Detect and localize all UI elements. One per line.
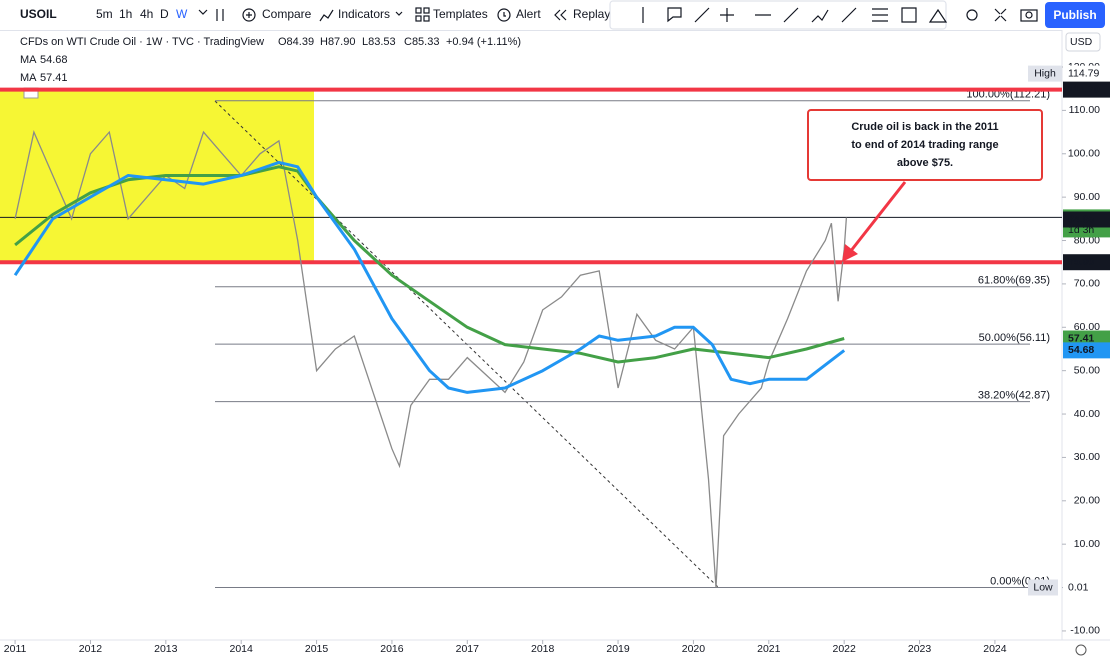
settings-icon	[1075, 644, 1087, 656]
annotation-text: to end of 2014 trading range	[851, 139, 998, 151]
low-value-bg	[1063, 579, 1110, 596]
y-tick-label: 100.00	[1068, 148, 1100, 160]
fib-label: 100.00%(112.21)	[966, 89, 1050, 101]
interval[interactable]: 4h	[140, 7, 154, 21]
x-tick-label: 2019	[606, 643, 630, 655]
high-value: 114.79	[1068, 67, 1099, 79]
ohlc-value: +0.94 (+1.11%)	[446, 36, 521, 48]
price-label: 84.85	[1068, 213, 1094, 225]
x-tick-label: 2024	[983, 643, 1007, 655]
y-tick-label: 110.00	[1069, 104, 1100, 116]
annotation-arrow	[848, 181, 907, 253]
x-tick-label: 2015	[305, 643, 329, 655]
high-value-bg	[1063, 65, 1110, 82]
templates-button[interactable]: Templates	[433, 7, 488, 21]
price-label-box	[1063, 254, 1110, 271]
x-tick-label: 2020	[682, 643, 706, 655]
fib-label: 61.80%(69.35)	[978, 275, 1050, 287]
fib-label: 50.00%(56.11)	[979, 332, 1050, 344]
compare-button[interactable]: Compare	[262, 7, 312, 21]
ohlc-value: L83.53	[362, 36, 396, 48]
x-tick-label: 2017	[456, 643, 480, 655]
x-tick-label: 2022	[832, 643, 856, 655]
x-tick-label: 2013	[154, 643, 178, 655]
chart: CFDs on WTI Crude Oil · 1W · TVC · Tradi…	[0, 30, 1110, 660]
price-label-box	[1063, 81, 1110, 98]
high-label: High	[1034, 67, 1056, 79]
x-tick-label: 2021	[757, 643, 781, 655]
interval[interactable]: D	[160, 7, 169, 21]
low-value: 0.01	[1068, 581, 1089, 593]
ohlc-value: C85.33	[404, 36, 439, 48]
x-tick-label: 2018	[531, 643, 555, 655]
publish-button[interactable]: Publish	[1045, 2, 1105, 28]
price-label: 54.68	[1068, 344, 1094, 356]
annotation-box	[807, 109, 1043, 181]
low-label: Low	[1033, 581, 1053, 593]
y-tick-label: 30.00	[1074, 451, 1100, 463]
ma-value: 57.41	[40, 72, 68, 84]
replay-button[interactable]: Replay	[573, 7, 611, 21]
x-tick-label: 2012	[79, 643, 103, 655]
y-tick-label: 50.00	[1074, 364, 1100, 376]
x-tick-label: 2011	[4, 643, 27, 655]
y-tick-label: 90.00	[1074, 191, 1100, 203]
y-tick-label: 60.00	[1074, 321, 1100, 333]
price-label: 75.00	[1068, 256, 1094, 268]
low-tag	[1028, 579, 1058, 596]
currency-box	[1065, 32, 1101, 52]
ohlc-value: H87.90	[320, 36, 355, 48]
price-label-box	[1063, 211, 1110, 228]
fib-label: 38.20%(42.87)	[978, 389, 1050, 401]
symbol[interactable]: USOIL	[20, 7, 57, 21]
ohlc-value: O84.39	[278, 36, 314, 48]
y-tick-label: 40.00	[1074, 408, 1100, 420]
high-tag	[1028, 65, 1062, 82]
x-tick-label: 2016	[380, 643, 404, 655]
annotation-arrowhead	[842, 244, 858, 262]
ma-value: 54.68	[40, 54, 68, 66]
moving-average	[13, 160, 846, 394]
annotation-text: above $75.	[897, 157, 953, 169]
y-tick-label: 10.00	[1074, 538, 1100, 550]
y-tick-label: 20.00	[1074, 495, 1100, 507]
price-label-box	[1063, 342, 1110, 359]
ma-name: MA	[20, 72, 37, 84]
moving-average	[14, 165, 845, 364]
annotation-text: Crude oil is back in the 2011	[851, 121, 998, 133]
interval[interactable]: 5m	[96, 7, 113, 21]
y-tick-label: 70.00	[1074, 278, 1100, 290]
ma-name: MA	[20, 54, 37, 66]
y-tick-label: -10.00	[1070, 625, 1100, 637]
price-label: 114.79	[1068, 83, 1100, 95]
indicators-button[interactable]: Indicators	[338, 7, 391, 21]
x-tick-label: 2023	[908, 643, 932, 655]
currency: USD	[1070, 36, 1093, 48]
toolbar: USOIL 5m 1h 4h D W Compare Indicators Te…	[0, 0, 1110, 31]
x-tick-label: 2014	[230, 643, 254, 655]
alert-button[interactable]: Alert	[516, 7, 541, 21]
interval[interactable]: 1h	[119, 7, 133, 21]
interval[interactable]: W	[176, 7, 188, 21]
price-label: 57.41	[1068, 332, 1094, 344]
legend-title: CFDs on WTI Crude Oil · 1W · TVC · Tradi…	[20, 36, 264, 48]
